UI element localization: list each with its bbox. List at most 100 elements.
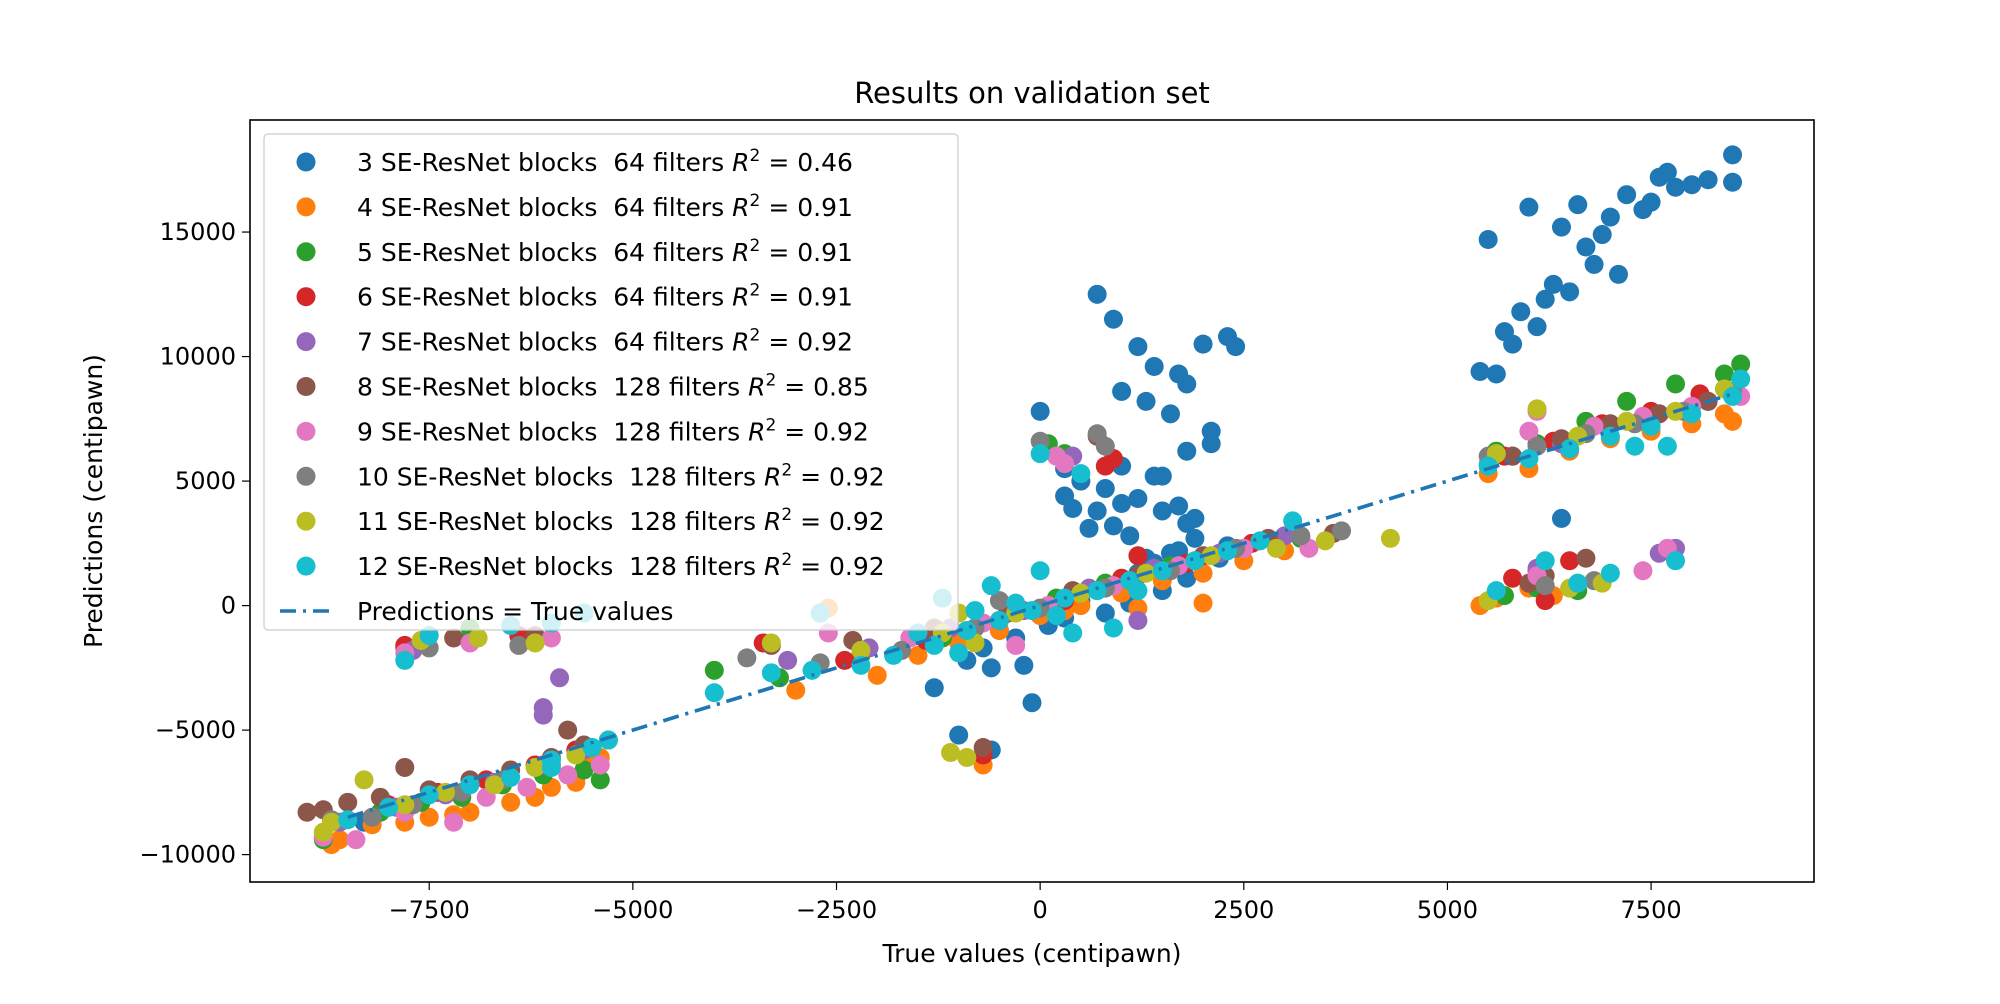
data-point [1006, 635, 1026, 655]
plot-frame [249, 119, 1815, 883]
data-point [1112, 381, 1132, 401]
legend-entry: 8 SE-ResNet blocks 128 filters R2 = 0.85 [296, 371, 869, 402]
data-point [1103, 618, 1123, 638]
points-layer [297, 145, 1751, 855]
data-point [1519, 421, 1539, 441]
y-tick-label: −5000 [155, 716, 236, 744]
legend-r2-exponent: 2 [750, 281, 761, 301]
legend-box [263, 133, 959, 631]
data-point [1617, 391, 1637, 411]
legend-r2-value: = 0.92 [792, 507, 885, 536]
data-point [1022, 693, 1042, 713]
data-point [558, 765, 578, 785]
data-point [1152, 501, 1172, 521]
data-point [558, 720, 578, 740]
data-point [419, 625, 439, 645]
data-point [395, 650, 415, 670]
data-point [297, 802, 317, 822]
data-point [949, 725, 969, 745]
legend-r2-exponent: 2 [765, 415, 776, 435]
data-point [590, 770, 610, 790]
legend-series-name: 12 SE-ResNet blocks 128 filters [357, 552, 764, 581]
x-tick-label: 5000 [1417, 896, 1478, 924]
data-point [1478, 230, 1498, 250]
data-point [949, 643, 969, 663]
data-point [1177, 374, 1197, 394]
data-point [1568, 573, 1588, 593]
data-point [1063, 623, 1083, 643]
data-point [1332, 521, 1352, 541]
data-point [1657, 162, 1677, 182]
legend-marker [296, 197, 316, 217]
legend-r2-exponent: 2 [781, 505, 792, 525]
legend-r2-exponent: 2 [750, 326, 761, 346]
data-point [1380, 528, 1400, 548]
data-point [1315, 531, 1335, 551]
data-point [908, 645, 928, 665]
data-point [1160, 404, 1180, 424]
data-point [330, 830, 350, 850]
legend-label: 9 SE-ResNet blocks 128 filters R2 = 0.92 [357, 415, 869, 446]
data-point [484, 775, 504, 795]
data-point [1519, 449, 1539, 469]
data-point [1698, 170, 1718, 190]
legend-entry-reference: Predictions = True values [280, 597, 673, 626]
data-point [1185, 508, 1205, 528]
data-point [1185, 528, 1205, 548]
legend-label: 5 SE-ResNet blocks 64 filters R2 = 0.91 [357, 236, 853, 267]
data-point [1609, 264, 1628, 284]
legend-label: 3 SE-ResNet blocks 64 filters R2 = 0.46 [357, 146, 853, 177]
data-point [1291, 526, 1311, 546]
data-point [1731, 354, 1751, 374]
data-point [835, 650, 855, 670]
legend-series-name: 10 SE-ResNet blocks 128 filters [357, 462, 764, 491]
data-point [981, 658, 1001, 678]
data-point [1185, 551, 1205, 571]
data-point [338, 810, 358, 830]
data-point [1250, 531, 1270, 551]
legend-entry: 3 SE-ResNet blocks 64 filters R2 = 0.46 [296, 146, 853, 177]
legend-marker [296, 511, 316, 531]
data-point [550, 668, 570, 688]
legend-r2-symbol: R [732, 238, 749, 267]
data-point [1478, 456, 1498, 476]
data-point [737, 648, 757, 668]
data-point [1576, 237, 1596, 257]
y-tick-label: 0 [221, 592, 236, 620]
legend-series-name: 4 SE-ResNet blocks 64 filters [357, 193, 732, 222]
legend-entry: 11 SE-ResNet blocks 128 filters R2 = 0.9… [296, 505, 885, 536]
legend-r2-value: = 0.91 [760, 238, 853, 267]
data-point [1128, 581, 1148, 601]
data-point [1576, 548, 1596, 568]
data-point [1201, 434, 1221, 454]
data-point [989, 611, 1009, 631]
data-point [1543, 274, 1563, 294]
data-point [574, 760, 594, 780]
data-point [1666, 374, 1686, 394]
data-point [1087, 581, 1107, 601]
data-point [509, 635, 529, 655]
data-point [1503, 334, 1523, 354]
legend-r2-symbol: R [732, 283, 749, 312]
data-point [395, 757, 415, 777]
data-point [1617, 185, 1637, 205]
data-point [582, 738, 602, 758]
legend-marker [296, 466, 316, 486]
legend-marker [296, 242, 316, 262]
data-point [1095, 456, 1115, 476]
data-point [1560, 551, 1580, 571]
legend-marker [296, 556, 316, 576]
legend-entry: 7 SE-ResNet blocks 64 filters R2 = 0.92 [296, 326, 853, 357]
y-axis: −10000 −5000 0 5000 10000 15000 [140, 218, 250, 869]
legend-r2-exponent: 2 [781, 550, 792, 570]
legend-label: 4 SE-ResNet blocks 64 filters R2 = 0.91 [357, 191, 853, 222]
legend-label: 12 SE-ResNet blocks 128 filters R2 = 0.9… [357, 550, 885, 581]
legend-r2-exponent: 2 [750, 236, 761, 256]
data-point [525, 633, 545, 653]
data-point [1103, 309, 1123, 329]
legend-r2-value: = 0.91 [760, 193, 853, 222]
data-point [1723, 386, 1743, 406]
legend-r2-value: = 0.92 [776, 417, 869, 446]
data-point [590, 755, 610, 775]
data-point [419, 807, 439, 827]
